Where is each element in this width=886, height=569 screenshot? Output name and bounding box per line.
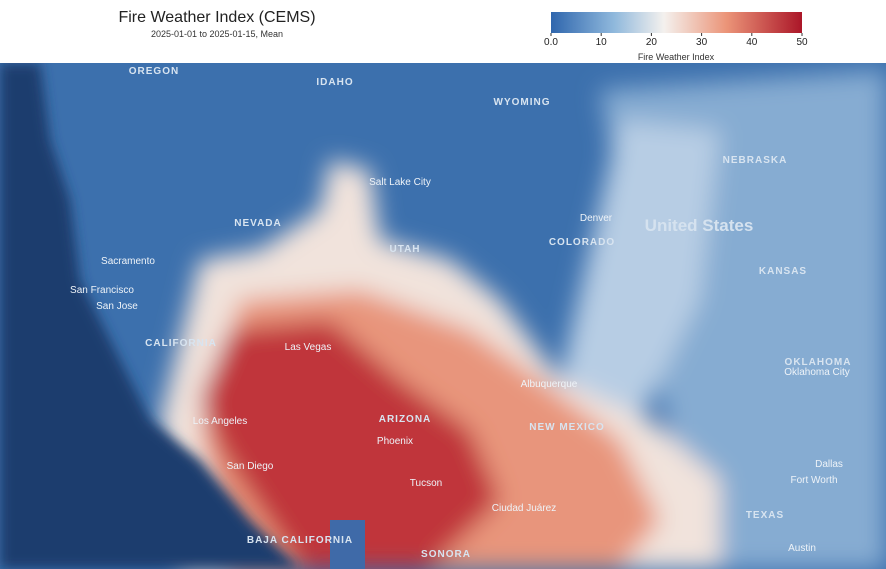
state-label: NEVADA (234, 218, 281, 229)
city-label: Fort Worth (790, 475, 837, 486)
colorbar-tick-label: 20 (646, 37, 658, 48)
state-label: UTAH (389, 244, 420, 255)
colorbar-label: Fire Weather Index (638, 52, 715, 62)
city-label: Phoenix (377, 436, 413, 447)
city-label: San Francisco (70, 285, 134, 296)
state-label: SONORA (421, 549, 471, 560)
state-label: NEBRASKA (723, 155, 788, 166)
state-label: OKLAHOMA (785, 357, 852, 368)
colorbar-tick-label: 40 (746, 37, 758, 48)
city-label: Los Angeles (193, 416, 248, 427)
city-label: Sacramento (101, 256, 155, 267)
state-label: OREGON (129, 66, 179, 77)
state-label: CALIFORNIA (145, 338, 217, 349)
city-label: Tucson (410, 478, 442, 489)
city-label: Austin (788, 543, 816, 554)
colorbar-tick-label: 0.0 (544, 37, 558, 48)
title: Fire Weather Index (CEMS) (118, 9, 315, 26)
city-label: Oklahoma City (784, 367, 850, 378)
city-label: Dallas (815, 459, 843, 470)
state-label: TEXAS (746, 510, 784, 521)
state-label: IDAHO (316, 77, 353, 88)
state-label: WYOMING (494, 97, 551, 108)
city-label: San Jose (96, 301, 138, 312)
state-label: COLORADO (549, 237, 615, 248)
colorbar (551, 12, 802, 33)
map: OREGON IDAHO WYOMING NEBRASKA NEVADA UTA… (0, 63, 886, 569)
state-label: BAJA CALIFORNIA (247, 535, 353, 546)
city-label: Ciudad Juárez (492, 503, 556, 514)
colorbar-tick-label: 30 (696, 37, 708, 48)
city-label: San Diego (227, 461, 274, 472)
city-label: Denver (580, 213, 613, 224)
city-label: Albuquerque (521, 379, 578, 390)
city-label: Salt Lake City (369, 177, 431, 188)
colorbar-tick-label: 10 (596, 37, 608, 48)
city-label: Las Vegas (285, 342, 332, 353)
state-label: NEW MEXICO (529, 422, 605, 433)
state-label: ARIZONA (379, 414, 432, 425)
state-label: KANSAS (759, 266, 807, 277)
colorbar-tick-label: 50 (796, 37, 808, 48)
subtitle: 2025-01-01 to 2025-01-15, Mean (151, 29, 283, 39)
country-label: United States (645, 216, 754, 235)
